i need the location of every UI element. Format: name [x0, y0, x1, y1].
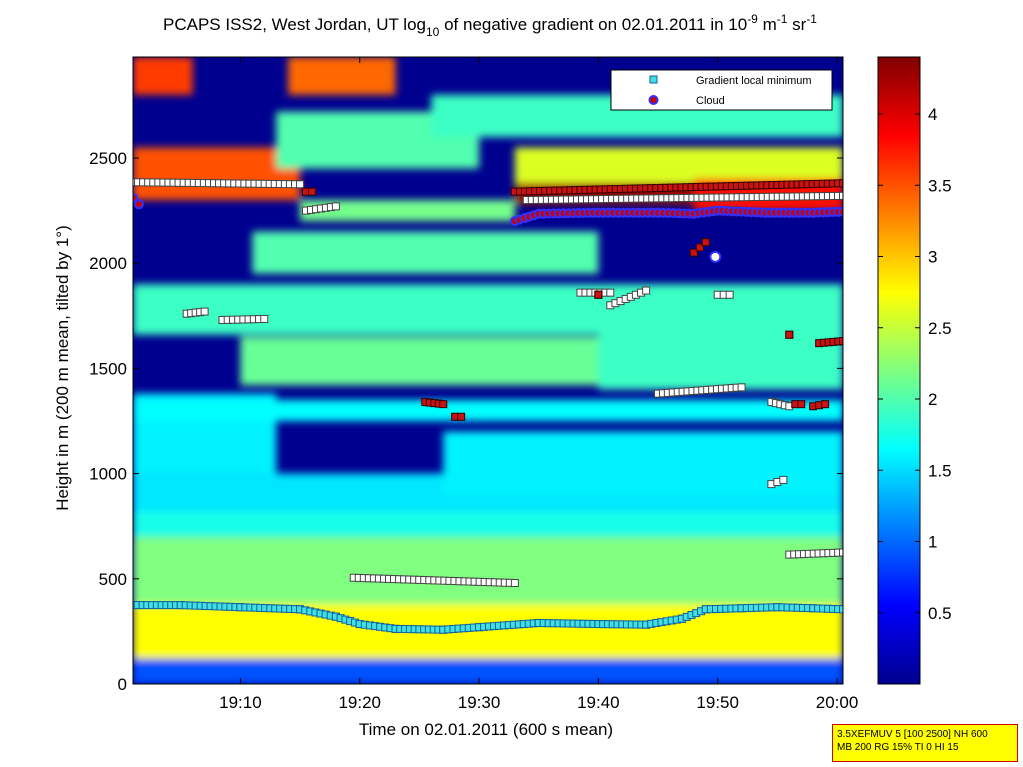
cloud-point — [133, 199, 144, 210]
colorbar: 0.5 1 1.5 2 2.5 3 3.5 4 — [877, 56, 952, 685]
cloud-gradient-point — [594, 290, 603, 299]
field-band-10 — [133, 284, 843, 335]
colorbar-tick-label: 3.5 — [928, 176, 952, 195]
secondary-minimum-point — [260, 314, 269, 323]
field-band-2 — [133, 536, 843, 605]
secondary-minimum-point — [642, 286, 651, 295]
cloud-gradient-point — [821, 400, 830, 409]
legend-label-gradient-minimum: Gradient local minimum — [696, 75, 812, 87]
colorbar-tick-label: 2.5 — [928, 319, 952, 338]
field-band-3 — [133, 511, 843, 537]
y-tick-label: 500 — [99, 570, 127, 589]
x-tick-label: 19:50 — [696, 693, 739, 712]
stamp-line-2: MB 200 RG 15% TI 0 HI 15 — [837, 742, 959, 753]
marker-layer — [133, 178, 843, 634]
field-band-6 — [133, 399, 843, 421]
colorbar-tick-label: 2 — [928, 390, 937, 409]
cloud-gradient-point — [307, 187, 316, 196]
secondary-minimum-point — [839, 191, 843, 200]
secondary-minimum-point — [331, 202, 340, 211]
secondary-minimum-point — [296, 180, 305, 189]
secondary-minimum-point — [725, 290, 734, 299]
x-tick-label: 19:20 — [338, 693, 381, 712]
cloud-gradient-point — [839, 179, 843, 188]
field-band-19 — [288, 57, 396, 95]
secondary-minimum-point — [510, 579, 519, 588]
cloud-gradient-point — [439, 400, 448, 409]
legend-marker-gradient-minimum — [649, 75, 658, 84]
secondary-minimum-point — [200, 307, 209, 316]
x-tick-label: 19:40 — [577, 693, 620, 712]
secondary-minimum-point — [779, 475, 788, 484]
y-tick-label: 2000 — [89, 254, 127, 273]
y-tick-label: 1500 — [89, 359, 127, 378]
plot-frame — [132, 56, 844, 685]
x-tick-label: 19:30 — [458, 693, 501, 712]
y-tick-label: 2500 — [89, 149, 127, 168]
x-axis: 19:10 19:20 19:30 19:40 19:50 20:00 — [219, 57, 858, 712]
y-axis: 0 500 1000 1500 2000 2500 — [89, 149, 843, 694]
stamp-line-1: 3.5XEFMUV 5 [100 2500] NH 600 — [837, 729, 988, 740]
colorbar-gradient — [877, 56, 921, 685]
legend: Gradient local minimum Cloud — [610, 69, 833, 111]
cloud-gradient-point — [695, 243, 704, 252]
x-tick-label: 19:10 — [219, 693, 262, 712]
field-band-1 — [133, 604, 843, 659]
colorbar-tick-label: 1 — [928, 533, 937, 552]
chart-title: PCAPS ISS2, West Jordan, UT log10 of neg… — [163, 12, 817, 39]
cloud-gradient-point — [797, 400, 806, 409]
colorbar-tick-label: 4 — [928, 105, 937, 124]
cloud-point — [838, 206, 843, 217]
y-axis-label: Height in m (200 m mean, tilted by 1°) — [53, 225, 72, 511]
field-band-13 — [133, 147, 301, 201]
cloud-point — [709, 250, 722, 263]
legend-box — [610, 69, 833, 111]
field-band-9 — [598, 326, 843, 390]
secondary-minimum-point — [737, 383, 746, 392]
cloud-gradient-point — [457, 412, 466, 421]
field-band-18 — [133, 57, 193, 95]
gradient-minimum-point — [839, 605, 843, 614]
field-band-0 — [133, 658, 843, 684]
cloud-gradient-point — [785, 330, 794, 339]
cloud-gradient-point — [689, 248, 698, 257]
y-tick-label: 0 — [118, 675, 127, 694]
plot-area — [133, 57, 843, 684]
x-tick-label: 20:00 — [816, 693, 859, 712]
field-band-11 — [252, 231, 599, 274]
field-band-7 — [443, 431, 843, 495]
cloud-gradient-point — [701, 238, 710, 247]
cloud-gradient-point — [839, 337, 843, 346]
secondary-minimum-point — [606, 288, 615, 297]
legend-marker-cloud — [648, 95, 659, 105]
secondary-minimum-point — [839, 548, 843, 557]
colorbar-tick-label: 3 — [928, 248, 937, 267]
colorbar-tick-label: 0.5 — [928, 604, 952, 623]
y-tick-label: 1000 — [89, 465, 127, 484]
x-axis-label: Time on 02.01.2011 (600 s mean) — [359, 720, 613, 739]
colorbar-tick-label: 1.5 — [928, 461, 952, 480]
legend-label-cloud: Cloud — [696, 95, 725, 107]
field-band-12 — [300, 200, 515, 222]
processing-parameters-stamp: 3.5XEFMUV 5 [100 2500] NH 600 MB 200 RG … — [832, 724, 1018, 762]
colorbar-ticks: 0.5 1 1.5 2 2.5 3 3.5 4 — [878, 105, 952, 623]
cloud-point — [133, 192, 138, 203]
